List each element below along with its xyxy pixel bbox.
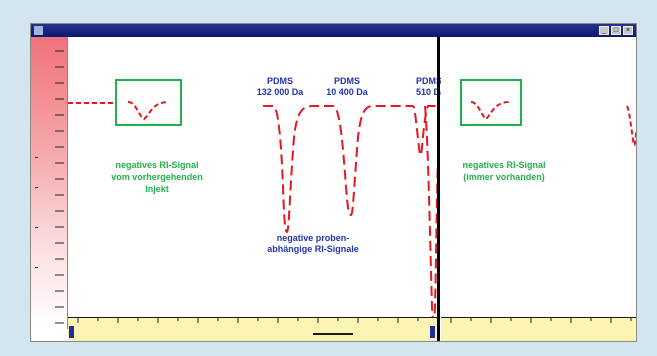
signal-trace-right	[626, 105, 636, 147]
time-axis-ticks-right	[450, 318, 632, 323]
reference-peak-right	[470, 101, 510, 121]
y-axis-ruler	[31, 37, 68, 329]
chromatogram-window: _ □ ×	[30, 23, 637, 342]
reference-peak-left	[127, 101, 169, 121]
app-icon	[34, 26, 43, 35]
chromatogram-plot-right	[460, 79, 636, 147]
peak-label-1: PDMS 132 000 Da	[256, 76, 304, 97]
ruler-ticks	[35, 50, 64, 324]
reference-box-left	[115, 79, 182, 126]
time-axis-ticks-left	[77, 318, 419, 335]
peak-label-2: PDMS 10 400 Da	[326, 76, 368, 97]
annotation-negative-present: negatives RI-Signal (immer vorhanden)	[462, 160, 546, 182]
time-axis-right	[441, 317, 636, 341]
chromatogram-pane-left[interactable]: PDMS 132 000 Da PDMS 10 400 Da PDMS 510 …	[68, 37, 445, 323]
end-marker[interactable]	[430, 326, 435, 338]
peak-label-3: PDMS 510 Da	[416, 76, 446, 97]
maximize-button[interactable]: □	[611, 26, 621, 35]
annotation-negative-sample: negative proben- abhängige RI-Signale	[267, 233, 359, 254]
signal-trace-left	[263, 105, 438, 234]
start-marker[interactable]	[69, 326, 74, 338]
title-bar: _ □ ×	[31, 24, 636, 37]
chromatogram-plot-left	[68, 79, 439, 323]
minimize-button[interactable]: _	[599, 26, 609, 35]
time-axis-left	[68, 317, 437, 341]
annotation-negative-blank: negatives RI-Signal vom vorhergehenden I…	[111, 160, 203, 194]
reference-box-right	[460, 79, 522, 126]
chromatogram-pane-right[interactable]: negatives RI-Signal (immer vorhanden)	[441, 37, 636, 317]
close-button[interactable]: ×	[623, 26, 633, 35]
pane-divider[interactable]	[437, 37, 440, 341]
